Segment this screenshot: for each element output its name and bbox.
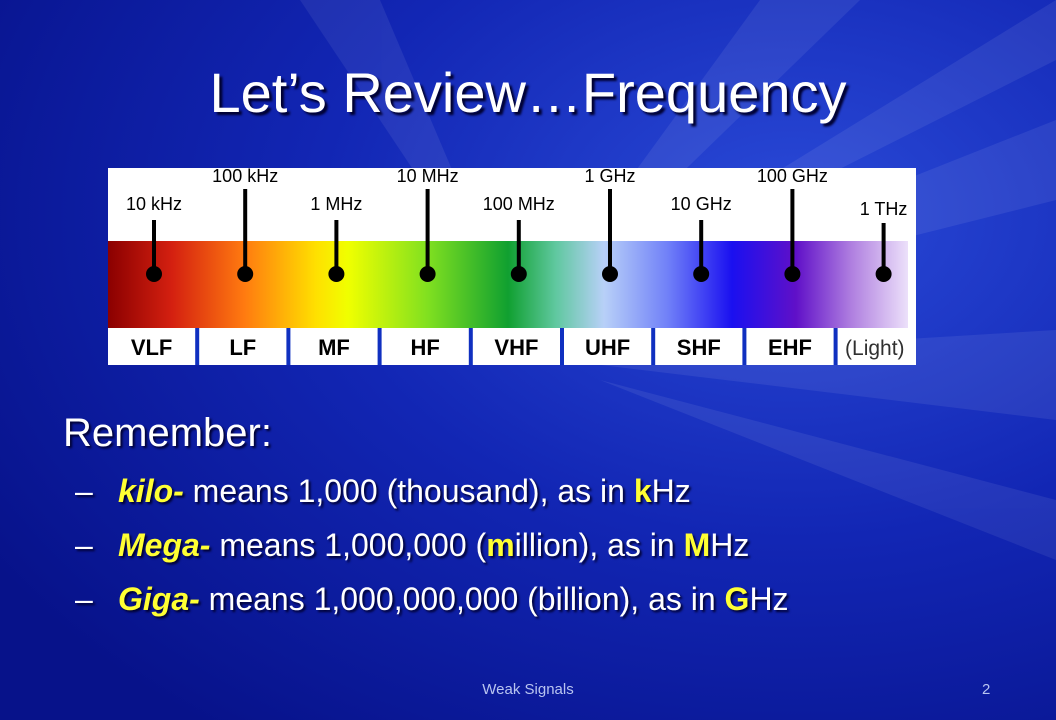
- band-lf-cell: [199, 328, 287, 365]
- marker-1-thz-dot: [875, 266, 892, 282]
- marker-100-khz-dot: [237, 266, 254, 282]
- marker-100-khz-label: 100 kHz: [212, 168, 278, 186]
- bullet-dash: –: [75, 527, 93, 563]
- prefix-definition: means 1,000,000,000 (billion), as in: [199, 581, 725, 617]
- band-divider: [833, 328, 838, 365]
- marker-10-mhz-dot: [419, 266, 436, 282]
- marker-1-mhz-label: 1 MHz: [310, 194, 362, 214]
- band-hf-cell: [381, 328, 469, 365]
- marker-1-mhz-dot: [328, 266, 345, 282]
- prefix-definition-cont: illion), as in: [514, 527, 684, 563]
- band-vhf-cell: [472, 328, 560, 365]
- bullet-dash: –: [75, 473, 93, 509]
- marker-100-mhz-dot: [510, 266, 527, 282]
- page-number: 2: [982, 681, 991, 698]
- frequency-spectrum-diagram: 10 kHz 100 kHz 1 MHz 10 MHz 100 MHz 1 GHz 10 G…: [108, 168, 916, 365]
- spectrum-color-bar: [108, 241, 908, 328]
- marker-10-khz-label: 10 kHz: [126, 194, 182, 214]
- band-vlf-cell: [108, 328, 196, 365]
- list-item-kilo: – kilo- means 1,000 (thousand), as in kHz: [75, 466, 789, 520]
- marker-10-khz-dot: [146, 266, 162, 282]
- band-divider: [377, 328, 382, 365]
- band-hf-label: HF: [411, 335, 440, 360]
- remember-heading: Remember:: [63, 411, 272, 455]
- band-shf-cell: [655, 328, 743, 365]
- bullet-dash: –: [75, 581, 93, 617]
- slide-title: Let’s Review…Frequency: [209, 61, 847, 124]
- band-divider: [742, 328, 747, 365]
- band-uhf-cell: [564, 328, 652, 365]
- band-divider: [560, 328, 564, 365]
- band-ehf-label: EHF: [768, 335, 812, 360]
- band-light-label: (Light): [845, 337, 905, 360]
- band-vlf-label: VLF: [131, 335, 173, 360]
- marker-10-ghz-label: 10 GHz: [671, 194, 732, 214]
- band-divider: [651, 328, 656, 365]
- marker-10-ghz-dot: [693, 266, 710, 282]
- marker-100-mhz-label: 100 MHz: [483, 194, 555, 214]
- marker-1-ghz-label: 1 GHz: [584, 168, 635, 186]
- prefix-definition: means 1,000,000 (: [210, 527, 487, 563]
- unit-suffix: Hz: [710, 527, 750, 563]
- marker-10-mhz-label: 10 MHz: [397, 168, 459, 186]
- band-uhf-label: UHF: [585, 335, 630, 360]
- marker-1-ghz-dot: [602, 266, 618, 282]
- unit-highlight: k: [633, 473, 652, 509]
- band-light-cell: [837, 328, 916, 365]
- word-highlight: m: [486, 527, 515, 563]
- marker-100-ghz-dot: [784, 266, 801, 282]
- band-shf-label: SHF: [677, 335, 721, 360]
- slide-footer: Weak Signals: [482, 681, 574, 698]
- prefix-list: – kilo- means 1,000 (thousand), as in kHz…: [75, 466, 789, 628]
- band-divider: [195, 328, 200, 365]
- list-item-giga: – Giga- means 1,000,000,000 (billion), as…: [75, 574, 789, 628]
- marker-1-thz-label: 1 THz: [860, 199, 908, 219]
- unit-highlight: G: [724, 581, 750, 617]
- prefix-term: Giga-: [118, 581, 200, 617]
- band-divider: [286, 328, 291, 365]
- band-divider: [468, 328, 473, 365]
- band-vhf-label: VHF: [494, 335, 538, 360]
- prefix-term: kilo-: [118, 473, 184, 509]
- marker-100-ghz-label: 100 GHz: [757, 168, 828, 186]
- prefix-definition: means 1,000 (thousand), as in: [183, 473, 634, 509]
- band-lf-label: LF: [229, 335, 256, 360]
- unit-suffix: Hz: [749, 581, 789, 617]
- band-mf-label: MF: [318, 335, 350, 360]
- prefix-term: Mega-: [118, 527, 211, 563]
- list-item-mega: – Mega- means 1,000,000 (million), as in …: [75, 520, 789, 574]
- unit-suffix: Hz: [651, 473, 691, 509]
- band-mf-cell: [290, 328, 378, 365]
- band-ehf-cell: [746, 328, 834, 365]
- unit-highlight: M: [683, 527, 711, 563]
